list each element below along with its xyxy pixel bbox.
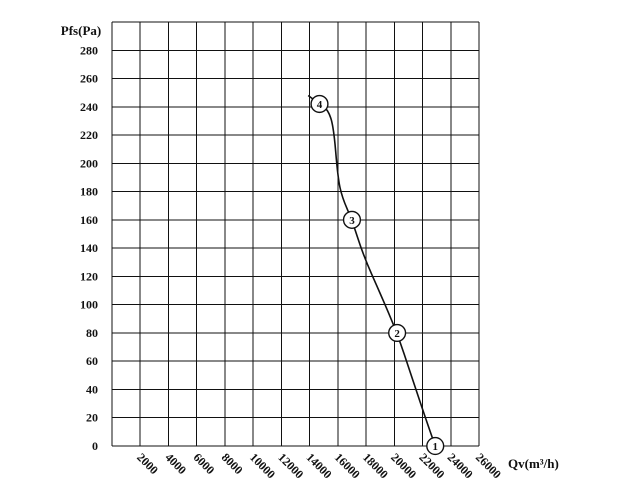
y-tick-label: 220 (80, 128, 98, 142)
y-tick-label: 260 (80, 72, 98, 86)
x-tick-label: 14000 (303, 450, 334, 481)
x-tick-label: 16000 (332, 450, 363, 481)
operating-point-circle (388, 323, 407, 343)
operating-point-circle (310, 94, 329, 114)
tick-labels: 0 20 40 60 80 100 120 140 160 180 200 220 240 260 280 2… (80, 43, 504, 481)
y-tick-label: 40 (86, 382, 98, 396)
x-tick-label: 10000 (247, 450, 278, 481)
x-tick-label: 2000 (134, 450, 161, 477)
y-tick-label: 200 (80, 156, 98, 170)
y-tick-label: 0 (92, 439, 98, 453)
y-tick-label: 160 (80, 213, 98, 227)
x-tick-label: 18000 (360, 450, 391, 481)
y-tick-label: 280 (80, 43, 98, 57)
operating-point-label: 3 (349, 215, 355, 227)
x-axis-title: Qv(m³/h) (508, 456, 559, 471)
y-axis-title: Pfs(Pa) (61, 23, 101, 38)
operating-point-circle (426, 436, 445, 456)
x-tick-label: 22000 (416, 450, 447, 481)
pressure-curve (307, 94, 436, 447)
series-layer (307, 94, 436, 447)
operating-point-label: 2 (394, 328, 400, 340)
operating-point-circle (342, 210, 362, 229)
operating-point-3: 3 (342, 210, 362, 229)
x-tick-label: 24000 (445, 450, 476, 481)
operating-point-4: 4 (310, 94, 329, 114)
operating-point-label: 4 (317, 99, 323, 111)
operating-point-label: 1 (432, 441, 438, 453)
y-tick-label: 60 (86, 354, 98, 368)
grid (111, 21, 480, 447)
operating-point-1: 1 (426, 436, 445, 456)
operating-point-2: 2 (388, 323, 407, 343)
y-tick-label: 180 (80, 185, 98, 199)
y-tick-label: 80 (86, 326, 98, 340)
x-tick-label: 6000 (191, 450, 218, 477)
y-tick-label: 20 (86, 411, 98, 425)
y-tick-label: 140 (80, 241, 98, 255)
x-tick-label: 8000 (219, 450, 246, 477)
operating-points: 1 2 3 4 (310, 94, 445, 456)
x-tick-label: 26000 (473, 450, 504, 481)
x-tick-label: 12000 (275, 450, 306, 481)
y-tick-label: 120 (80, 269, 98, 283)
y-tick-label: 240 (80, 100, 98, 114)
axes: Pfs(Pa) Qv(m³/h) (61, 23, 559, 471)
x-tick-label: 4000 (162, 450, 189, 477)
y-tick-label: 100 (80, 298, 98, 312)
x-tick-label: 20000 (388, 450, 419, 481)
